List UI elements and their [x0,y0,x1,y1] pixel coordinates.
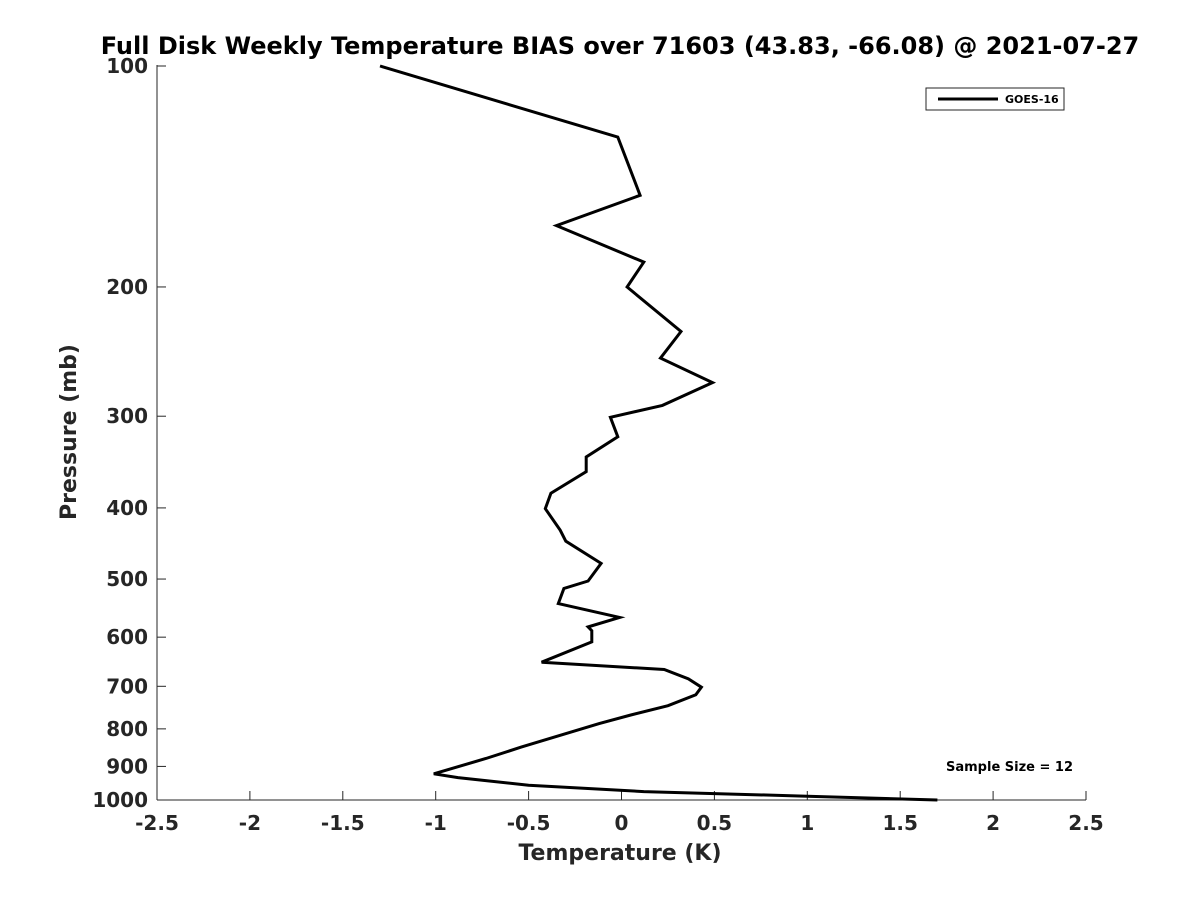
chart-title: Full Disk Weekly Temperature BIAS over 7… [101,32,1140,60]
axes [156,65,1086,801]
legend: GOES-16 [925,87,1065,111]
x-tick-label: -1.5 [321,811,365,835]
y-tick-label: 800 [106,717,148,741]
x-ticks: -2.5 -2 -1.5 -1 -0.5 0 0.5 1 1.5 2 2.5 [135,791,1104,835]
x-tick-label: -1 [425,811,447,835]
y-ticks: 100 200 300 400 500 600 700 800 900 1000 [92,54,166,812]
x-tick-label: 0 [615,811,629,835]
y-tick-label: 200 [106,275,148,299]
x-axis-label: Temperature (K) [518,841,721,866]
x-tick-label: -0.5 [507,811,551,835]
x-tick-label: 1 [800,811,814,835]
y-tick-label: 700 [106,674,148,698]
x-tick-label: 1.5 [882,811,917,835]
y-tick-label: 1000 [92,788,148,812]
x-tick-label: 2.5 [1068,811,1103,835]
y-axis-label: Pressure (mb) [57,344,82,520]
y-tick-label: 100 [106,54,148,78]
x-tick-label: 0.5 [697,811,732,835]
y-tick-label: 500 [106,567,148,591]
y-tick-label: 300 [106,404,148,428]
sample-size-annotation: Sample Size = 12 [946,760,1073,775]
x-tick-label: -2 [239,811,261,835]
y-tick-label: 900 [106,754,148,778]
x-tick-label: 2 [986,811,1000,835]
x-tick-label: -2.5 [135,811,179,835]
y-tick-label: 600 [106,625,148,649]
legend-entry-goes16: GOES-16 [1005,93,1059,106]
y-tick-label: 400 [106,496,148,520]
series-line-goes16 [379,64,938,802]
